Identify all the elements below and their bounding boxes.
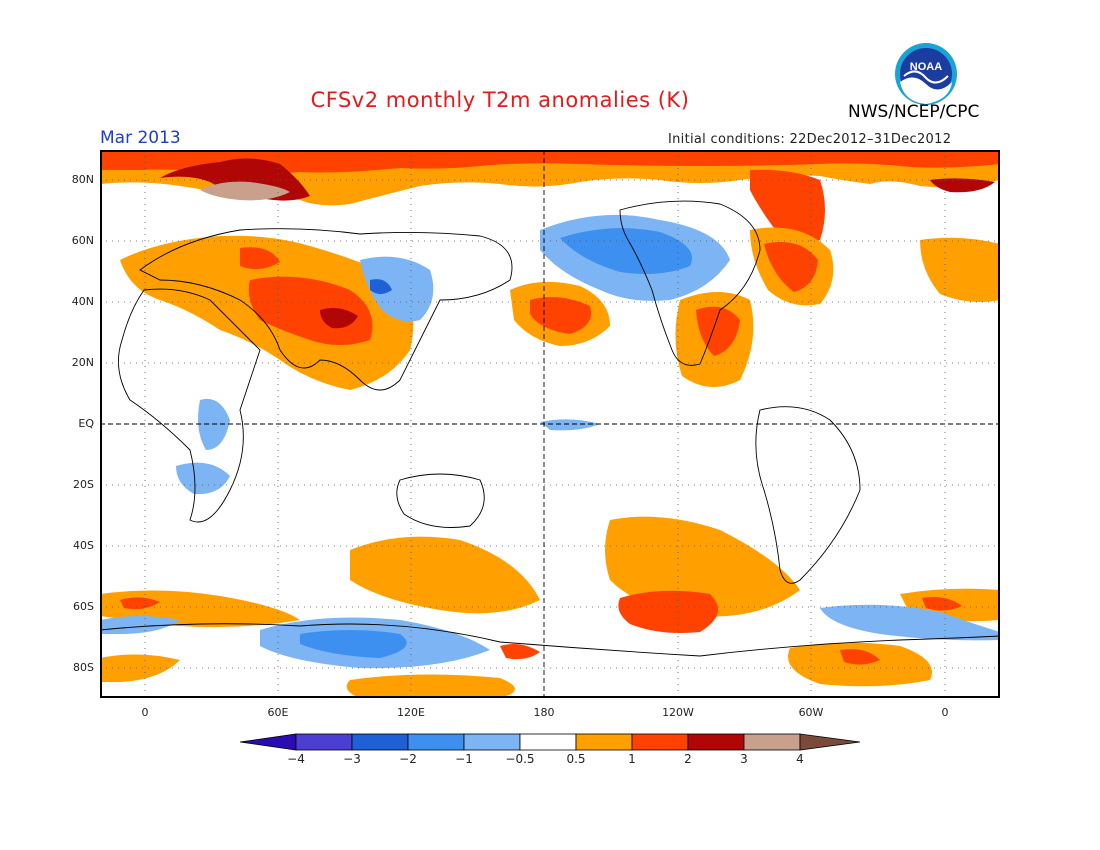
colorbar-label-neg1: −1 xyxy=(455,752,473,766)
antarctic-moderate-cold xyxy=(300,630,407,658)
south-atlantic-strong-anomaly xyxy=(120,597,160,610)
lat-label-20n: 20N xyxy=(71,356,94,369)
africa-coastline xyxy=(117,288,261,523)
lon-label-120w: 120W xyxy=(662,706,694,719)
lon-label-60e: 60E xyxy=(267,706,289,719)
tibet-extreme-anomaly xyxy=(320,308,358,329)
lon-gridlines xyxy=(144,150,946,698)
map-title: CFSv2 monthly T2m anomalies (K) xyxy=(0,88,1100,112)
colorbar-bin-6 xyxy=(575,733,633,751)
colorbar-bin-2 xyxy=(351,733,409,751)
lat-label-80s: 80S xyxy=(73,661,94,674)
southern-atlantic-cold xyxy=(820,604,1000,641)
agency-label: NWS/NCEP/CPC xyxy=(848,102,980,122)
ross-warm-anomaly xyxy=(100,654,180,682)
colorbar-bin-3 xyxy=(407,733,465,751)
lon-label-120e: 120E xyxy=(397,706,425,719)
lon-label-0-east: 0 xyxy=(941,706,949,719)
coastlines xyxy=(100,200,1000,657)
lat-gridlines xyxy=(100,179,1000,669)
central-asia-anomaly xyxy=(240,247,280,270)
mexico-strong-anomaly xyxy=(696,306,740,356)
noaa-logo: NOAA xyxy=(895,43,957,105)
south-pacific-warm-anomaly xyxy=(605,516,800,617)
noaa-logo-text: NOAA xyxy=(910,61,942,73)
valid-month-label: Mar 2013 xyxy=(100,128,181,148)
lon-label-60w: 60W xyxy=(798,706,824,719)
greenland-warm-anomaly xyxy=(750,169,825,245)
lat-label-40s: 40S xyxy=(73,539,94,552)
initial-conditions-label: Initial conditions: 22Dec2012–31Dec2012 xyxy=(668,132,952,147)
south-pacific-strong-anomaly xyxy=(618,590,718,633)
colorbar-label-4: 4 xyxy=(796,752,804,766)
colorbar-label-neg2: −2 xyxy=(399,752,417,766)
anomaly-map xyxy=(100,150,1000,698)
colorbar-label-2: 2 xyxy=(684,752,692,766)
ross-sea-strong-anomaly xyxy=(500,644,540,660)
equatorial-pacific-cold xyxy=(540,419,600,431)
arctic-strong-anomaly xyxy=(100,150,1000,175)
southern-africa-cold-anomaly xyxy=(176,462,230,495)
colorbar-label-0-5: 0.5 xyxy=(566,752,586,766)
colorbar-bin-8 xyxy=(687,733,745,751)
north-america-coastline xyxy=(619,200,761,366)
east-antarctic-strong-anomaly xyxy=(840,649,880,665)
subtropical-pacific-strong xyxy=(530,297,592,334)
antarctica-coastline xyxy=(100,623,1000,657)
antarctic-coast-warm xyxy=(346,674,515,698)
colorbar-bin-9 xyxy=(743,733,801,751)
colorbar-label-1: 1 xyxy=(628,752,636,766)
lat-label-60s: 60S xyxy=(73,600,94,613)
europe-warm-anomaly xyxy=(920,237,1000,302)
lat-label-20s: 20S xyxy=(73,478,94,491)
east-asia-cold-anomaly xyxy=(360,256,434,322)
kara-sea-extreme-anomaly xyxy=(200,181,290,201)
south-america-coastline xyxy=(755,406,861,584)
colorbar xyxy=(240,733,860,751)
colorbar-max-arrow xyxy=(799,733,860,751)
barents-strong-anomaly xyxy=(930,178,995,193)
australia-coastline xyxy=(396,473,485,528)
colorbar-bin-7 xyxy=(631,733,689,751)
colorbar-label-3: 3 xyxy=(740,752,748,766)
lat-label-60n: 60N xyxy=(71,234,94,247)
tibet-strong-anomaly xyxy=(248,276,373,345)
colorbar-label-neg0-5: −0.5 xyxy=(505,752,535,766)
map-title-text: CFSv2 monthly T2m anomalies (K) xyxy=(310,88,690,112)
map-frame xyxy=(100,150,1000,698)
eurasia-coastline xyxy=(139,228,513,391)
lon-label-0-west: 0 xyxy=(141,706,149,719)
colorbar-label-neg3: −3 xyxy=(343,752,361,766)
lat-label-80n: 80N xyxy=(71,173,94,186)
lon-label-180: 180 xyxy=(533,706,555,719)
colorbar-bin-4 xyxy=(463,733,521,751)
mongolia-cold-anomaly xyxy=(370,279,392,294)
colorbar-bin-5 xyxy=(519,733,577,751)
indian-ocean-warm-anomaly xyxy=(350,536,540,614)
colorbar-bin-1 xyxy=(295,733,353,751)
lat-label-eq: EQ xyxy=(78,417,94,430)
colorbar-min-arrow xyxy=(240,733,297,751)
lat-label-40n: 40N xyxy=(71,295,94,308)
colorbar-label-neg4: −4 xyxy=(287,752,305,766)
weddell-cold-anomaly xyxy=(100,616,180,634)
north-pacific-moderate-cold xyxy=(560,228,692,274)
eastern-canada-strong xyxy=(764,242,818,292)
